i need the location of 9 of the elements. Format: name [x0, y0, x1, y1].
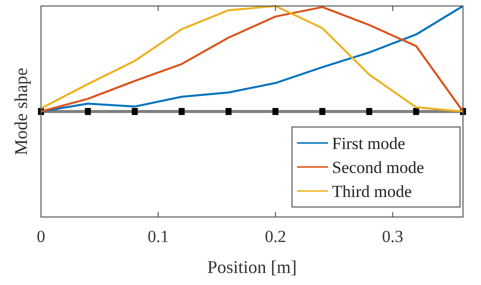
- y-axis-title: Mode shape: [11, 68, 31, 156]
- x-tick-label: 0.3: [382, 227, 404, 246]
- x-axis-title: Position [m]: [207, 257, 297, 277]
- legend-label: Second mode: [332, 158, 424, 177]
- legend-label: First mode: [332, 134, 406, 153]
- legend-label: Third mode: [332, 182, 412, 201]
- x-tick-label: 0.2: [264, 227, 286, 246]
- x-tick-label: 0: [36, 227, 46, 246]
- x-tick-label: 0.1: [148, 227, 169, 246]
